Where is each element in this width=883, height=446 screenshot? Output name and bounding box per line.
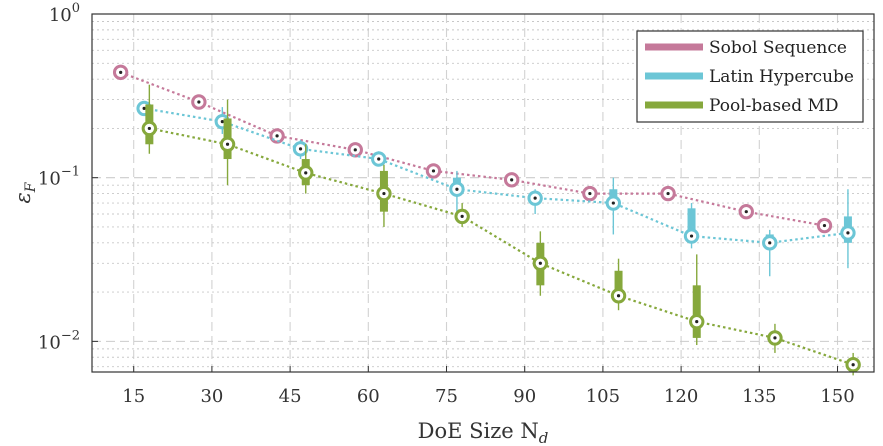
x-tick-label: 30 xyxy=(200,386,223,407)
median-dot xyxy=(353,148,357,152)
y-tick-label: 10−1 xyxy=(38,165,80,190)
median-dot xyxy=(431,169,436,173)
median-dot xyxy=(304,171,308,175)
median-dot xyxy=(377,157,381,161)
legend-swatch xyxy=(645,43,703,51)
legend-swatch xyxy=(645,72,703,80)
x-tick-label: 150 xyxy=(820,386,854,407)
legend: Sobol Sequence Latin Hypercube Pool-based … xyxy=(636,30,864,123)
plot-frame xyxy=(91,13,875,373)
x-tick-label: 45 xyxy=(279,386,302,407)
box xyxy=(614,270,623,302)
median-dot xyxy=(510,178,514,182)
y-tick-label: 100 xyxy=(49,1,80,26)
median-dot xyxy=(382,191,386,196)
series-1 xyxy=(136,100,856,277)
legend-label: Sobol Sequence xyxy=(709,38,847,58)
median-dot xyxy=(666,191,670,196)
x-tick-label: 75 xyxy=(435,386,458,407)
y-tick-label: 10−2 xyxy=(38,328,80,353)
median-dot xyxy=(822,223,827,228)
axis-ticks: 15 30 45 60 75 90 105 120 135 150 100 10−1 10−2 xyxy=(38,1,855,407)
median-dot xyxy=(220,120,224,124)
median-dot xyxy=(768,241,772,245)
series-0 xyxy=(112,64,833,234)
median-dot xyxy=(695,320,699,324)
median-dot xyxy=(455,187,459,191)
median-dot xyxy=(851,363,855,367)
median-dot xyxy=(689,234,694,238)
y-axis-title: εF xyxy=(11,181,39,203)
median-dot xyxy=(533,196,537,200)
series-line xyxy=(120,71,825,227)
x-tick-label: 105 xyxy=(586,386,620,407)
median-dot xyxy=(119,70,123,74)
median-dot xyxy=(616,294,621,298)
median-dot xyxy=(588,191,592,196)
series-line xyxy=(143,107,849,244)
x-axis-title: DoE Size Nd xyxy=(418,419,549,446)
median-dot xyxy=(773,336,777,340)
series-2 xyxy=(141,84,861,376)
box xyxy=(692,285,701,338)
median-dot xyxy=(197,100,201,104)
median-dot xyxy=(846,231,850,235)
legend-swatch xyxy=(645,101,703,109)
median-dot xyxy=(275,134,279,138)
x-tick-label: 135 xyxy=(742,386,776,407)
median-dot xyxy=(147,126,151,131)
legend-label: Latin Hypercube xyxy=(709,67,854,87)
median-dot xyxy=(298,147,303,151)
median-dot xyxy=(142,106,146,111)
median-dot xyxy=(225,142,230,146)
legend-label: Pool-based MD xyxy=(709,96,839,116)
median-dot xyxy=(611,201,615,205)
x-tick-label: 90 xyxy=(513,386,536,407)
median-dot xyxy=(460,214,464,219)
series-line xyxy=(149,127,854,366)
x-tick-label: 120 xyxy=(664,386,698,407)
median-dot xyxy=(538,261,542,265)
plot-series xyxy=(112,64,861,376)
box xyxy=(687,208,696,242)
x-tick-label: 15 xyxy=(122,386,145,407)
median-dot xyxy=(744,210,748,214)
x-tick-label: 60 xyxy=(357,386,380,407)
